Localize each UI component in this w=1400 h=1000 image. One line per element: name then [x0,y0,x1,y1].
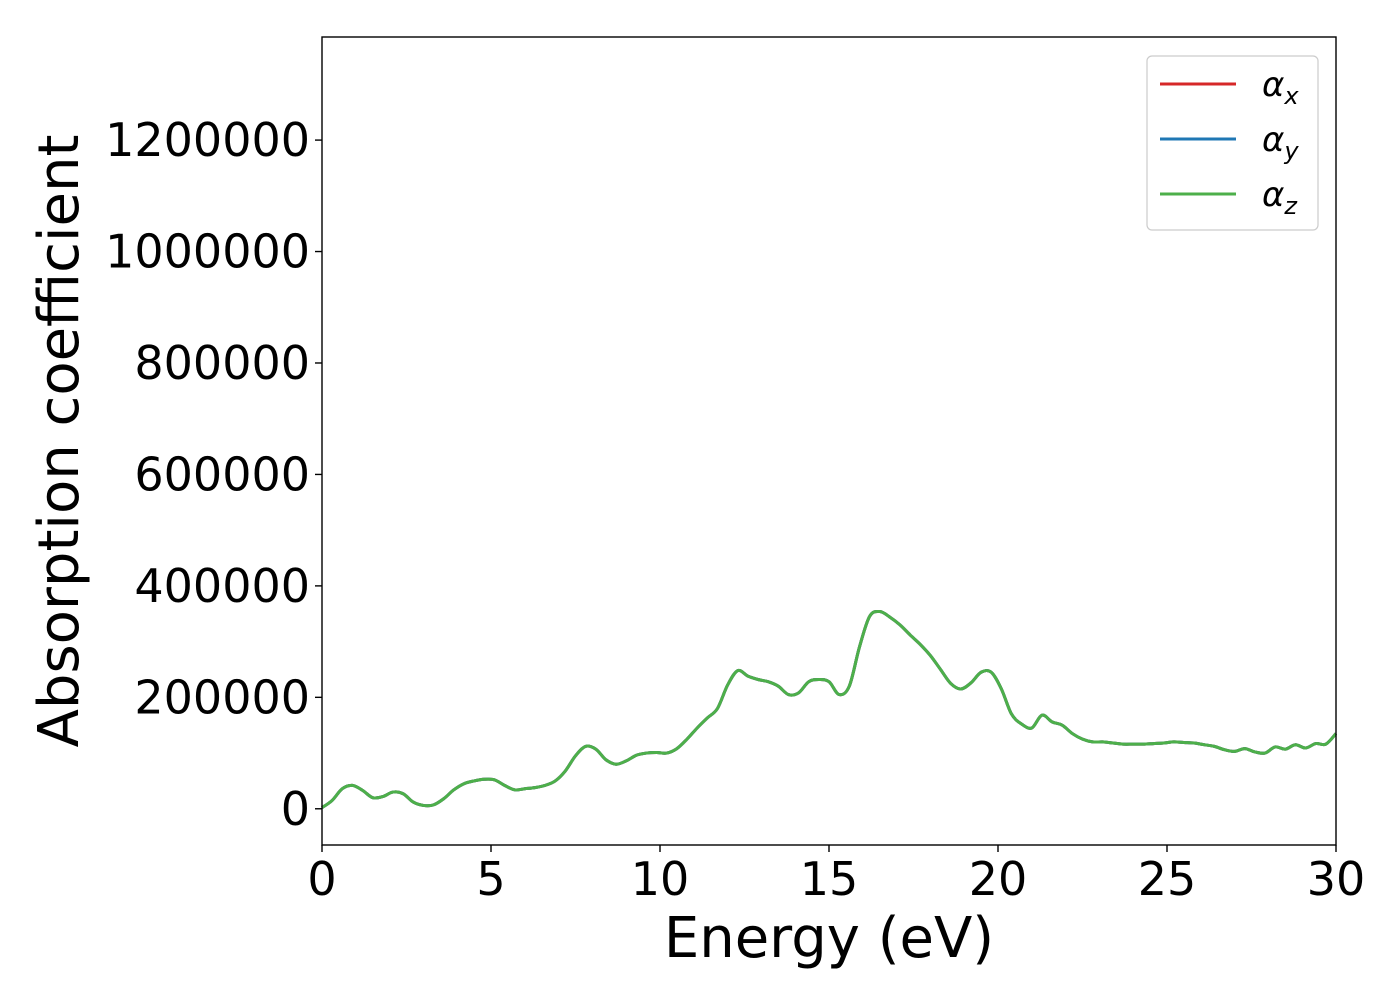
legend-label: αy [1262,120,1299,165]
legend-label: αx [1262,65,1299,110]
y-tick-label: 0 [281,782,310,836]
legend-items: αx αy αz [1160,65,1299,220]
legend: αx αy αz [1146,55,1319,231]
x-tick-label: 5 [476,852,505,906]
legend-box [1146,55,1319,231]
x-tick-label: 0 [307,852,336,906]
y-tick-label: 1200000 [105,113,310,167]
x-axis-title: Energy (eV) [664,906,994,971]
y-tick-label: 800000 [134,336,310,390]
y-tick-label: 400000 [134,559,310,613]
y-axis-title: Absorption coefficient [27,135,92,748]
y-tick-label: 200000 [134,670,310,724]
y-tick-label: 600000 [134,447,310,501]
series-line-3 [321,609,1338,809]
x-axis: 0 5 10 15 20 25 30 [307,845,1365,906]
x-tick-label: 10 [631,852,690,906]
x-tick-label: 20 [969,852,1028,906]
x-tick-label: 25 [1138,852,1197,906]
y-tick-label: 1000000 [105,225,310,279]
legend-label: αz [1262,175,1298,220]
y-axis: 0 200000 400000 600000 800000 1000000 1200000 [105,113,322,836]
x-tick-label: 30 [1307,852,1366,906]
x-tick-label: 15 [800,852,859,906]
series-layer [321,609,1338,809]
